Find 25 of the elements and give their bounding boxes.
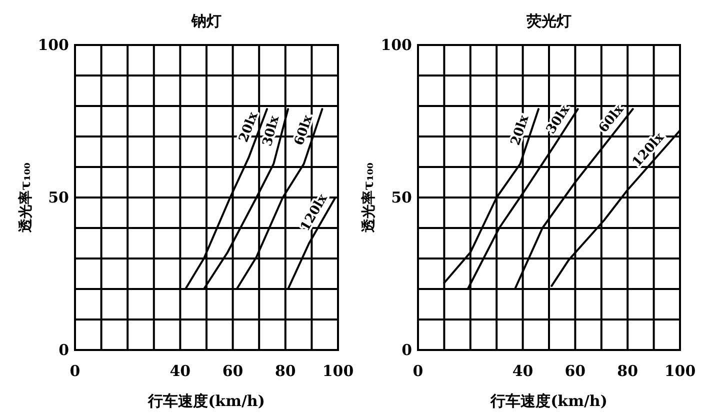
text: 20lx <box>236 110 262 144</box>
y-axis-title: 透光率τ₁₀₀ <box>360 162 377 234</box>
y-axis-title: 透光率τ₁₀₀ <box>17 162 34 234</box>
chart-title: 荧光灯 <box>526 12 572 30</box>
y-tick-label: 0 <box>58 341 69 359</box>
y-tick-label: 50 <box>391 188 412 206</box>
x-axis-title: 行车速度(km/h) <box>490 392 608 410</box>
x-axis-title: 行车速度(km/h) <box>147 392 265 410</box>
y-tick-label: 0 <box>402 341 412 359</box>
x-tick-label: 80 <box>617 362 638 380</box>
x-tick-label: 60 <box>222 362 244 380</box>
x-tick-label: 40 <box>170 362 191 380</box>
text: 60lx <box>292 113 316 148</box>
chart-title: 钠灯 <box>190 12 222 30</box>
y-tick-label: 100 <box>380 36 412 54</box>
x-tick-label: 60 <box>564 362 586 380</box>
x-tick-label: 100 <box>322 362 354 380</box>
y-tick-label: 50 <box>48 188 69 206</box>
text: 30lx <box>260 114 283 148</box>
x-tick-label: 80 <box>274 362 296 380</box>
x-tick-label: 40 <box>512 362 534 380</box>
x-tick-label: 100 <box>664 362 696 380</box>
y-tick-label: 100 <box>38 36 69 54</box>
x-tick-label: 0 <box>70 362 80 380</box>
x-tick-label: 0 <box>412 362 424 380</box>
